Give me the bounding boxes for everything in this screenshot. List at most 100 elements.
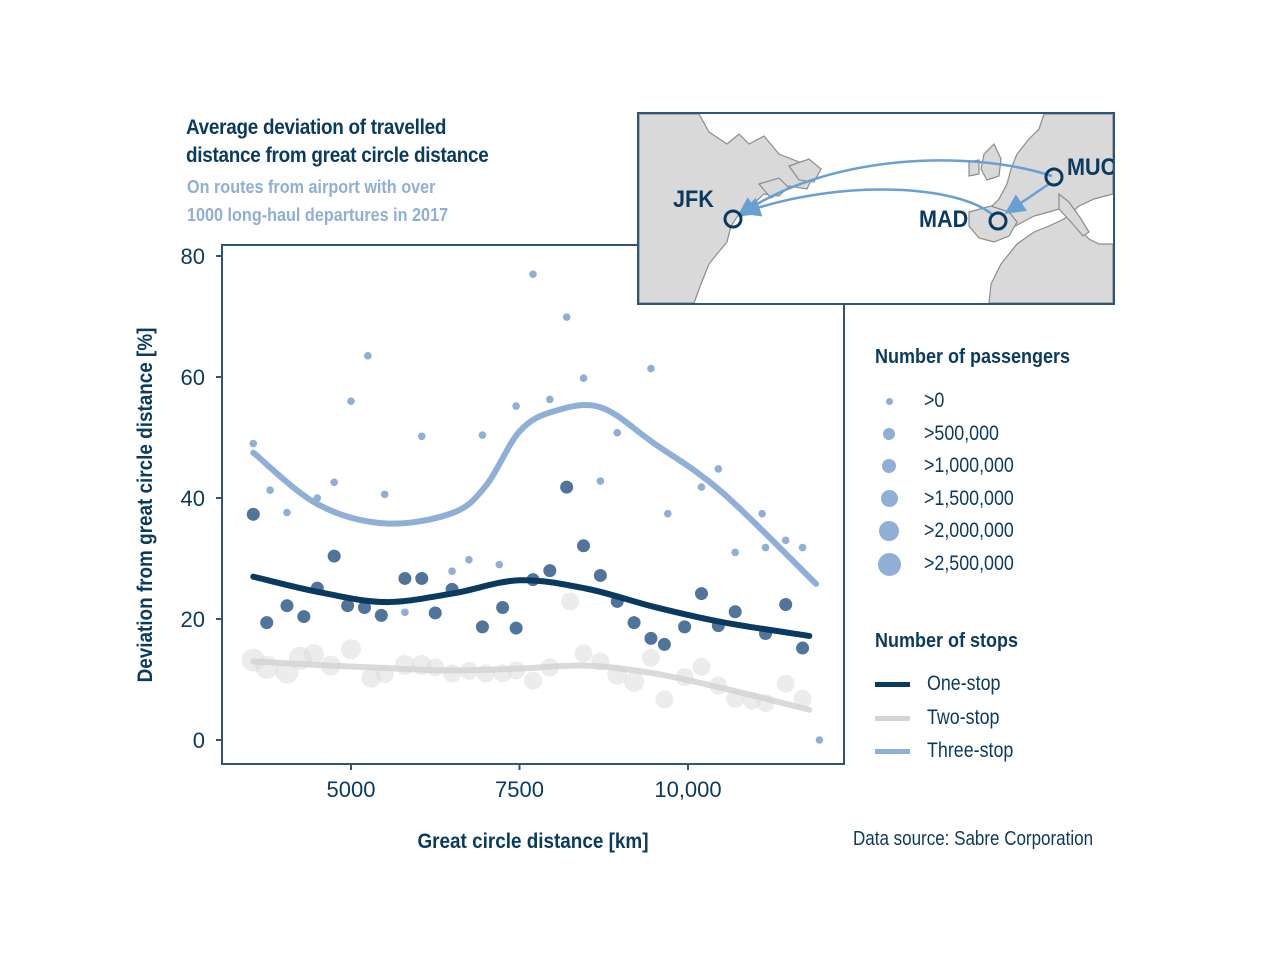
y-tick-label: 60 [181,365,205,390]
data-point [327,549,341,563]
data-point [297,610,311,624]
data-point [266,486,274,494]
one-stop-trend-line [250,573,813,639]
data-point [260,616,274,630]
data-point [330,478,338,487]
data-point [303,644,324,665]
data-point [798,543,807,552]
chart-title-line-2: distance from great circle distance [186,144,489,167]
plot-frame [221,244,845,765]
data-point [374,608,388,622]
x-tick-label: 7500 [495,777,544,802]
stops-legend-swatch [875,682,910,687]
data-point [543,564,557,578]
trend-lines [250,402,820,713]
y-axis-label: Deviation from great circle distance [%] [134,328,157,683]
data-point [697,483,706,491]
data-point [509,621,523,635]
x-tick-label: 5000 [327,777,376,802]
data-point [655,690,674,709]
chart-subtitle-line-1: On routes from airport with over [187,177,436,197]
italy-land [1058,192,1090,237]
mad-marker [988,211,1008,231]
route-map-inset: JFK MAD MUC [637,112,1115,305]
data-point [815,736,824,744]
passengers-legend-title: Number of passengers [875,346,1071,368]
data-point [728,605,742,619]
data-point [546,395,554,404]
passenger-legend-label: >2,000,000 [924,519,1014,543]
data-point [417,432,426,441]
data-point [758,509,766,518]
data-point [593,568,607,582]
data-point [562,313,571,321]
europe-land [983,114,1113,303]
data-point [496,601,510,615]
passenger-legend-label: >500,000 [924,421,999,445]
airport-label-muc: MUC [1067,154,1115,181]
data-point [647,364,655,373]
data-point [776,674,795,693]
data-point [678,620,692,634]
data-point [561,592,580,611]
data-point [495,560,504,569]
data-point [714,465,723,473]
passenger-size-swatch [883,427,895,440]
data-point [627,616,641,630]
data-point [641,648,660,667]
stops-legend-label: One-stop [927,672,1001,695]
plot-axes [221,244,845,765]
passenger-size-swatch [879,521,899,542]
data-point [779,597,793,611]
data-point [560,480,574,494]
data-point [577,539,591,553]
muc-marker [1044,167,1064,187]
data-point [357,601,371,615]
passenger-legend-label: >2,500,000 [924,552,1014,575]
airport-label-mad: MAD [919,206,969,233]
data-point [574,644,593,663]
stops-legend-swatch [875,749,910,754]
data-point [443,664,462,683]
route-mad-jfk [740,188,995,217]
data-point [731,548,739,557]
data-point [579,374,588,383]
stops-legend-label: Two-stop [927,705,1000,729]
passenger-legend-label: >0 [924,389,945,412]
passenger-size-swatch [882,459,896,474]
passenger-size-swatch [877,552,901,576]
data-point [624,671,645,692]
map-graphic [639,114,1113,303]
data-point [398,571,412,585]
y-axis: 0 20 40 60 80 [181,244,222,753]
data-point [613,428,622,437]
three-stop-points [249,270,824,744]
data-point [523,671,542,690]
x-axis: 5000 7500 10,000 [327,764,722,802]
data-point [644,631,658,645]
passenger-size-swatch [880,490,898,508]
data-point [246,507,260,521]
data-point [249,439,258,448]
north-america-land [639,114,815,303]
data-point [341,639,361,660]
data-point [796,641,810,655]
data-point [428,606,442,620]
data-point [596,477,605,485]
data-point [475,620,489,634]
data-point [781,536,790,545]
data-point [364,352,372,360]
y-tick-label: 20 [181,607,205,632]
chart-title: Average deviation of travelled distance … [186,114,489,170]
data-point [401,608,409,617]
x-tick-label: 10,000 [654,777,721,802]
route-muc-jfk [736,159,1053,217]
data-point [761,543,770,552]
newfoundland-land [788,158,822,183]
data-point [663,509,672,518]
three-stop-trend-line [250,402,820,587]
data-point [529,270,537,278]
jfk-marker [723,209,743,229]
y-tick-label: 40 [181,486,205,511]
